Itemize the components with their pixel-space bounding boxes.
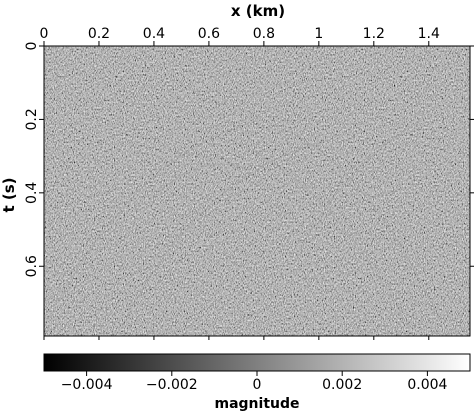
- diffraction-arc: [299, 119, 421, 251]
- diffraction-arc: [59, 119, 261, 301]
- diffraction-arcs: [59, 119, 441, 331]
- heatmap-frame: [43, 45, 471, 337]
- x-tick-label: 1.2: [363, 26, 385, 42]
- x-tick-label: 0.6: [198, 26, 220, 42]
- x-tick-label: 0: [40, 26, 49, 42]
- x-tick-label: 0.4: [143, 26, 165, 42]
- heatmap-noise: [44, 46, 470, 336]
- diffraction-arc: [269, 124, 441, 321]
- colorbar-ticks: −0.004 −0.002 0 0.002 0.004: [61, 371, 448, 393]
- colorbar: −0.004 −0.002 0 0.002 0.004 magnitude: [43, 353, 471, 412]
- colorbar-tick-label: −0.002: [146, 377, 198, 393]
- colorbar-tick-label: 0: [253, 377, 262, 393]
- x-axis-label: x (km): [231, 2, 285, 20]
- y-axis: 0 0.2 0.4 0.6: [24, 42, 474, 277]
- diffraction-arc: [149, 163, 251, 201]
- diffraction-arc: [119, 139, 331, 331]
- heatmap-panel: [43, 45, 471, 337]
- diffraction-arc: [229, 139, 411, 331]
- x-tick-label: 0.8: [253, 26, 275, 42]
- y-tick-label: 0.6: [24, 255, 40, 277]
- x-tick-label: 1.4: [418, 26, 440, 42]
- y-tick-label: 0.2: [24, 108, 40, 130]
- y-tick-label: 0: [24, 42, 40, 51]
- colorbar-tick-label: −0.004: [61, 377, 113, 393]
- colorbar-gradient: [43, 353, 471, 372]
- colorbar-tick-label: 0.004: [407, 377, 447, 393]
- x-tick-label: 0.2: [88, 26, 110, 42]
- y-axis-label: t (s): [0, 177, 18, 212]
- x-axis: 0 0.2 0.4 0.6 0.8 1 1.2 1.4: [40, 26, 440, 340]
- y-tick-label: 0.4: [24, 182, 40, 204]
- x-tick-label: 1: [314, 26, 323, 42]
- colorbar-label: magnitude: [215, 396, 300, 412]
- colorbar-tick-label: 0.002: [322, 377, 362, 393]
